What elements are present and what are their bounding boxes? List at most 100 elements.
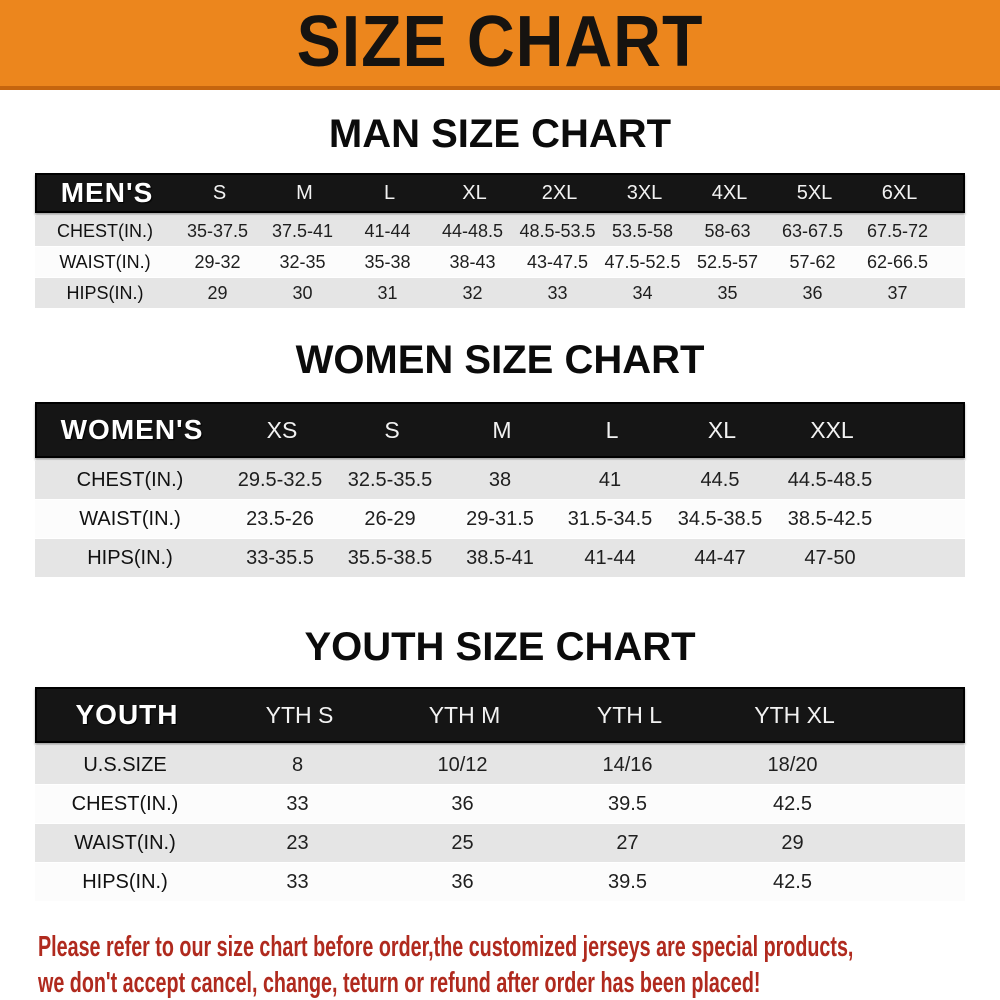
table-header-row: YOUTH YTH S YTH M YTH L YTH XL	[35, 687, 965, 743]
column-header: XL	[707, 416, 737, 443]
sections-container: MAN SIZE CHART MEN'S S M L XL 2XL 3XL 4XL 5XL 6XL C…	[0, 114, 1000, 901]
banner: SIZE CHART	[0, 0, 1000, 90]
table-cell: 8	[291, 753, 304, 776]
table-cell: 26-29	[364, 507, 416, 530]
row-label: HIPS(IN.)	[66, 282, 144, 303]
table-row: WAIST(IN.) 29-32 32-35 35-38 38-43 43-47.5 47.…	[35, 247, 965, 277]
column-header: 2XL	[541, 181, 578, 204]
notice-line-1-text: Please refer to our size chart before or…	[38, 931, 854, 963]
table-cell: 38	[488, 468, 512, 491]
heading-women: WOMEN SIZE CHART	[295, 338, 705, 382]
notice: Please refer to our size chart before or…	[0, 929, 1000, 1000]
column-header: YTH XL	[754, 701, 835, 728]
column-header: S	[212, 181, 227, 204]
banner-title: SIZE CHART	[296, 2, 704, 82]
table-cell: 57-62	[789, 251, 836, 272]
column-header: 4XL	[711, 181, 748, 204]
table-cell: 48.5-53.5	[519, 220, 596, 241]
table-cell: 35-38	[364, 251, 411, 272]
table-cell: 25	[451, 831, 474, 854]
table-cell: 44.5	[700, 468, 740, 491]
table-cell: 38-43	[449, 251, 496, 272]
table-cell: 32.5-35.5	[347, 468, 433, 491]
table-header-row: WOMEN'S XS S M L XL XXL	[35, 402, 965, 458]
table-header-label: YOUTH	[75, 699, 179, 730]
row-label: U.S.SIZE	[83, 753, 167, 776]
table-cell: 42.5	[773, 792, 812, 815]
table-cell: 47.5-52.5	[604, 251, 681, 272]
column-header: M	[296, 181, 313, 204]
row-label: CHEST(IN.)	[71, 792, 179, 815]
row-label: CHEST(IN.)	[76, 468, 184, 491]
table-cell: 39.5	[608, 792, 647, 815]
table-cell: 52.5-57	[696, 251, 759, 272]
table-cell: 53.5-58	[611, 220, 674, 241]
table-cell: 63-67.5	[781, 220, 844, 241]
column-header: 5XL	[796, 181, 833, 204]
table-cell: 35.5-38.5	[347, 546, 433, 569]
table-header-row: MEN'S S M L XL 2XL 3XL 4XL 5XL 6XL	[35, 173, 965, 213]
table-cell: 31.5-34.5	[567, 507, 653, 530]
table-header-label: MEN'S	[60, 177, 154, 208]
section-men: MAN SIZE CHART MEN'S S M L XL 2XL 3XL 4XL 5XL 6XL C…	[0, 114, 1000, 308]
row-label: HIPS(IN.)	[87, 546, 173, 569]
table-row: CHEST(IN.) 29.5-32.5 32.5-35.5 38 41 44.5 44.5…	[35, 461, 965, 499]
table-cell: 23	[286, 831, 309, 854]
column-header: 3XL	[626, 181, 663, 204]
notice-line-1: Please refer to our size chart before or…	[38, 929, 1000, 965]
column-header: M	[492, 416, 512, 443]
row-label: CHEST(IN.)	[57, 220, 153, 241]
row-label: HIPS(IN.)	[82, 870, 168, 893]
table-cell: 32	[462, 282, 483, 303]
notice-line-2: we don't accept cancel, change, teturn o…	[38, 965, 1000, 1000]
table-cell: 31	[377, 282, 398, 303]
row-label: WAIST(IN.)	[74, 831, 176, 854]
table-men: MEN'S S M L XL 2XL 3XL 4XL 5XL 6XL CHEST(IN.) 35-37…	[35, 173, 965, 308]
table-row: WAIST(IN.) 23.5-26 26-29 29-31.5 31.5-34.5 34…	[35, 500, 965, 538]
column-header: XXL	[810, 416, 854, 443]
notice-line-2-text: we don't accept cancel, change, teturn o…	[38, 967, 761, 999]
table-row: HIPS(IN.) 33 36 39.5 42.5	[35, 863, 965, 901]
table-cell: 38.5-41	[466, 546, 534, 569]
table-cell: 41-44	[364, 220, 411, 241]
table-cell: 35	[717, 282, 738, 303]
table-cell: 18/20	[767, 753, 818, 776]
table-row: U.S.SIZE 8 10/12 14/16 18/20	[35, 746, 965, 784]
table-cell: 27	[616, 831, 639, 854]
section-youth: YOUTH SIZE CHART YOUTH YTH S YTH M YTH L YTH …	[0, 627, 1000, 901]
table-cell: 47-50	[804, 546, 856, 569]
table-cell: 29-31.5	[466, 507, 534, 530]
column-header: 6XL	[881, 181, 918, 204]
table-youth: YOUTH YTH S YTH M YTH L YTH XL U.S.SIZE 8 10/12…	[35, 687, 965, 901]
column-header: L	[383, 181, 396, 204]
table-cell: 34	[632, 282, 653, 303]
row-label: WAIST(IN.)	[59, 251, 151, 272]
table-cell: 36	[802, 282, 823, 303]
table-cell: 32-35	[279, 251, 326, 272]
table-cell: 41	[598, 468, 622, 491]
table-cell: 43-47.5	[526, 251, 589, 272]
table-cell: 33-35.5	[246, 546, 314, 569]
table-cell: 29	[207, 282, 228, 303]
table-cell: 33	[547, 282, 568, 303]
column-header: YTH L	[596, 701, 663, 728]
table-cell: 62-66.5	[866, 251, 929, 272]
table-cell: 44-47	[694, 546, 746, 569]
column-header: XL	[462, 181, 487, 204]
table-cell: 44-48.5	[441, 220, 504, 241]
table-cell: 33	[286, 792, 309, 815]
table-cell: 41-44	[584, 546, 636, 569]
table-cell: 67.5-72	[866, 220, 929, 241]
table-cell: 30	[292, 282, 313, 303]
table-cell: 58-63	[704, 220, 751, 241]
table-women: WOMEN'S XS S M L XL XXL CHEST(IN.) 29.5-32.5 32.5…	[35, 402, 965, 577]
table-cell: 10/12	[437, 753, 488, 776]
table-cell: 34.5-38.5	[677, 507, 763, 530]
table-cell: 44.5-48.5	[787, 468, 873, 491]
table-row: HIPS(IN.) 33-35.5 35.5-38.5 38.5-41 41-44 44-…	[35, 539, 965, 577]
table-cell: 29	[781, 831, 804, 854]
table-cell: 23.5-26	[246, 507, 314, 530]
table-cell: 14/16	[602, 753, 653, 776]
column-header: L	[605, 416, 619, 443]
